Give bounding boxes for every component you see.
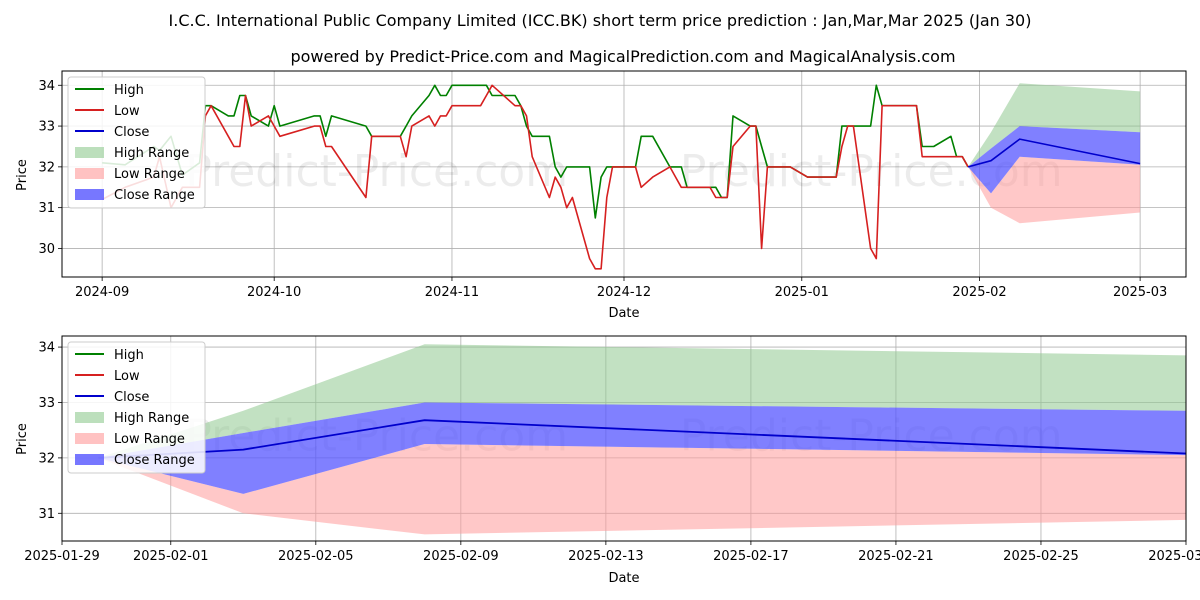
top-forecast-bands [968,83,1141,224]
bottom-legend-label: Low [114,369,140,384]
bottom-x-axis-label: Date [608,571,639,586]
top-y-tick-label: 30 [38,242,55,257]
top-legend-label: High Range [114,146,189,161]
top-watermark-text: Predict-Price.com [185,146,568,197]
bottom-legend-label: High Range [114,411,189,426]
top-y-ticks: 30 31 32 33 34 [38,79,62,257]
bottom-x-tick-label: 2025-02-09 [423,549,499,564]
top-y-tick-label: 32 [38,160,55,175]
bottom-close-range-band [98,402,1186,494]
top-x-tick-label: 2025-03 [1113,285,1167,300]
bottom-x-tick-label: 2025-02-17 [713,549,789,564]
top-high-range-band [968,83,1141,167]
bottom-x-ticks: 2025-01-29 2025-02-01 2025-02-05 2025-02-09… [24,541,1200,564]
top-x-tick-label: 2024-12 [597,285,651,300]
bottom-y-tick-label: 32 [38,451,55,466]
top-legend-label: Low Range [114,167,185,182]
bottom-y-tick-label: 31 [38,507,55,522]
bottom-x-tick-label: 2025-03-01 [1148,549,1200,564]
top-x-tick-label: 2024-10 [247,285,301,300]
bottom-x-tick-label: 2025-02-25 [1003,549,1079,564]
top-series-lines [101,84,1141,270]
top-close-line [967,138,1141,168]
top-legend-swatch [75,147,104,158]
bottom-legend-swatch [75,412,104,423]
bottom-high-range-band [98,344,1186,458]
top-x-tick-label: 2025-01 [775,285,829,300]
top-legend-swatch [75,189,104,200]
top-y-axis-label: Price [15,159,30,191]
top-legend-label: Close Range [114,188,195,203]
bottom-y-ticks: 31 32 33 34 [38,341,62,522]
bottom-plot-frame [61,335,1187,542]
bottom-x-tick-label: 2025-02-13 [568,549,644,564]
top-legend-swatch [75,168,104,179]
chart-subtitle: powered by Predict-Price.com and Magical… [290,47,955,66]
top-y-tick-label: 34 [38,79,55,94]
bottom-legend-label: Low Range [114,432,185,447]
top-x-tick-label: 2025-02 [952,285,1006,300]
bottom-x-tick-label: 2025-02-21 [858,549,934,564]
top-panel: Predict-Price.com Predict-Price.com 2024-… [15,70,1187,321]
top-close-range-band [968,126,1141,194]
top-low-line [101,84,969,270]
top-legend-label: High [114,83,144,98]
bottom-y-tick-label: 33 [38,396,55,411]
top-legend: High Low Close High Range Low Range Close Ran… [67,76,206,209]
bottom-low-range-band [98,444,1186,535]
bottom-x-tick-label: 2025-02-05 [278,549,354,564]
bottom-y-tick-label: 34 [38,341,55,356]
top-y-tick-label: 33 [38,120,55,135]
bottom-x-tick-label: 2025-01-29 [24,549,100,564]
top-x-axis-label: Date [608,306,639,321]
top-legend-label: Low [114,104,140,119]
bottom-legend-swatch [75,433,104,444]
top-low-range-band [968,156,1141,224]
top-legend-label: Close [114,125,149,140]
bottom-legend: High Low Close High Range Low Range Close Ran… [67,341,206,474]
bottom-forecast-bands [98,344,1186,535]
bottom-legend-label: Close [114,390,149,405]
top-x-tick-label: 2024-09 [75,285,129,300]
chart-title: I.C.C. International Public Company Limi… [169,11,1032,30]
bottom-legend-swatch [75,454,104,465]
top-x-tick-label: 2024-11 [425,285,479,300]
top-x-ticks: 2024-09 2024-10 2024-11 2024-12 2025-01 2025-… [75,277,1167,300]
bottom-legend-label: Close Range [114,453,195,468]
bottom-x-tick-label: 2025-02-01 [133,549,209,564]
top-y-tick-label: 31 [38,201,55,216]
bottom-legend-label: High [114,348,144,363]
bottom-y-axis-label: Price [15,423,30,455]
